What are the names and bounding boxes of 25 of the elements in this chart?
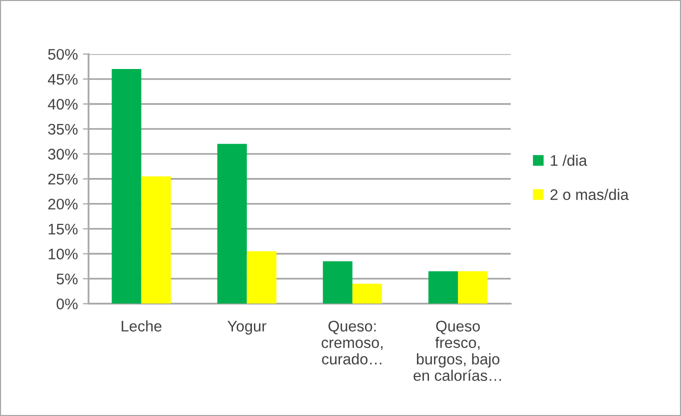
y-tick-label: 30% — [48, 148, 78, 160]
x-tick-label: Leche — [122, 320, 162, 332]
y-tick-label: 45% — [48, 74, 78, 85]
y-tick-label: 35% — [48, 124, 78, 135]
x-tick-label: Queso fresco, burgos, bajo en calorías… — [414, 320, 501, 381]
y-tick-label: 40% — [48, 98, 78, 110]
bar — [352, 284, 382, 304]
bar — [246, 251, 276, 304]
y-tick-label: 50% — [48, 48, 78, 60]
y-tick-label: 5% — [56, 274, 78, 284]
y-tick-label: 20% — [48, 198, 78, 210]
y-tick-label: 15% — [48, 224, 78, 234]
y-tick-label: 10% — [48, 248, 78, 260]
legend-label: 1 /dia — [550, 154, 588, 166]
x-tick-label: Queso: cremoso, curado… — [322, 320, 382, 364]
bar — [428, 271, 458, 304]
y-tick-label: 25% — [48, 174, 78, 185]
bar — [458, 271, 488, 304]
bar — [217, 144, 247, 304]
bar — [112, 69, 142, 304]
y-tick-label: 0% — [56, 298, 78, 310]
x-tick-label: Yogur — [228, 320, 266, 335]
legend-label: 2 o mas/dia — [550, 188, 629, 200]
bar — [141, 176, 171, 304]
bar — [322, 261, 352, 304]
